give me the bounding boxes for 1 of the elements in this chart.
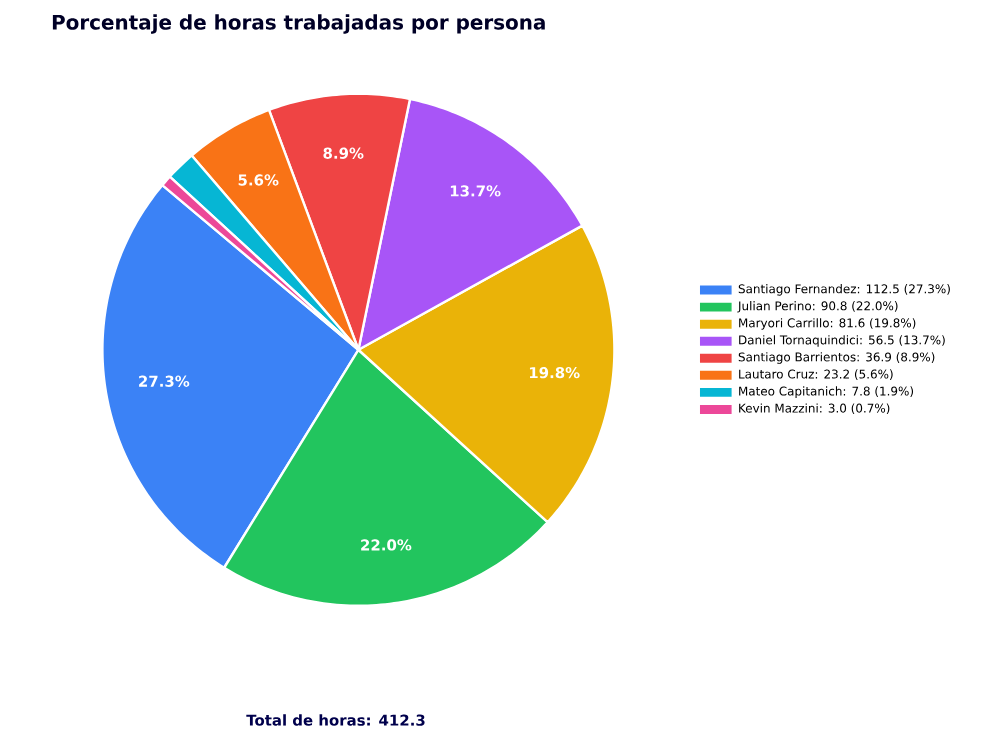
chart-title: Porcentaje de horas trabajadas por persona bbox=[52, 14, 545, 34]
